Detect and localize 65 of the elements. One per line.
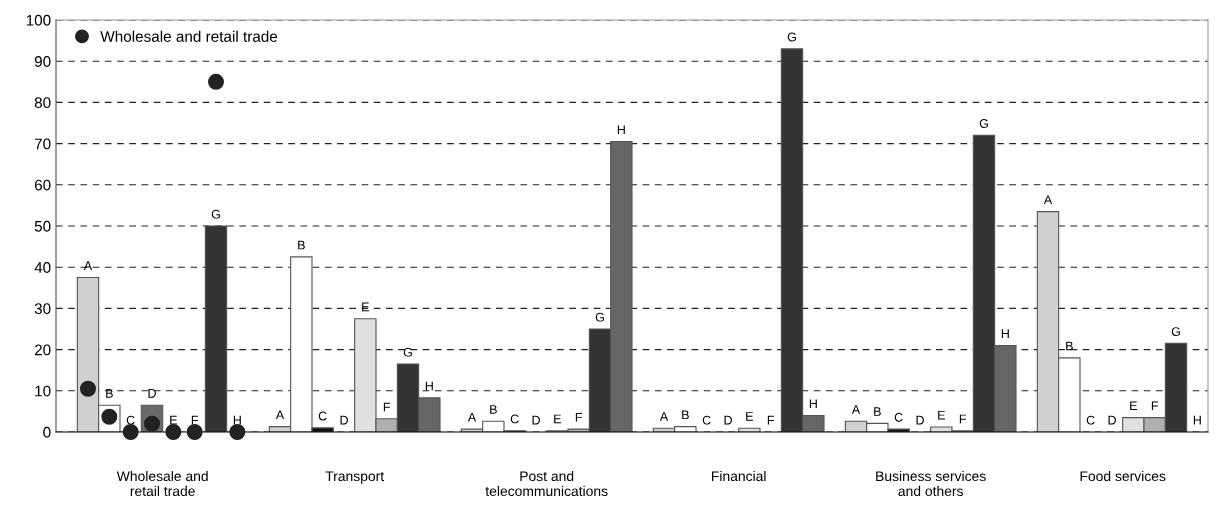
y-tick-label: 20 — [34, 344, 51, 356]
series-label: A — [275, 410, 285, 420]
series-label: H — [425, 381, 433, 391]
text: C — [894, 412, 903, 422]
y-tick-label: 100 — [26, 14, 51, 26]
text: H — [1001, 329, 1009, 338]
text: D — [340, 415, 348, 425]
y-tick-label: 70 — [34, 138, 51, 150]
text: F — [767, 415, 774, 425]
y-tick-label: 30 — [34, 303, 51, 315]
text: G — [211, 209, 220, 219]
series-label: C — [318, 411, 327, 421]
y-tick-label: 10 — [35, 385, 51, 397]
text: H — [809, 399, 817, 408]
x-tick-label: Transport — [325, 471, 385, 484]
text: B — [106, 389, 113, 398]
series-label: G — [403, 347, 412, 357]
text: A — [467, 412, 477, 422]
text: C — [702, 415, 711, 425]
text: H — [233, 415, 241, 425]
x-tick-label: Post and telecommunications — [485, 470, 608, 497]
text: F — [1151, 401, 1158, 411]
text: D — [724, 415, 732, 425]
y-tick-label: 50 — [34, 220, 51, 232]
text: E — [938, 410, 945, 420]
text: H — [617, 125, 625, 134]
text: B — [874, 407, 881, 416]
text: B — [490, 405, 497, 414]
x-tick-label: Financial — [712, 470, 766, 482]
text: G — [787, 32, 796, 42]
series-label: D — [148, 389, 156, 398]
text: G — [979, 119, 988, 128]
x-tick-label: Business services and others — [876, 470, 986, 497]
y-tick-label: 40 — [34, 262, 51, 273]
text: F — [575, 412, 582, 422]
text: E — [746, 412, 753, 421]
text: H — [1193, 415, 1201, 425]
text: G — [595, 312, 604, 322]
text: A — [659, 412, 669, 421]
text: D — [916, 415, 924, 425]
y-tick-label: 0 — [43, 426, 51, 438]
x-tick-label: Food services — [1080, 470, 1166, 482]
text: E — [170, 415, 177, 425]
legend-label: Wholesale and retail trade — [100, 30, 278, 42]
y-tick-label: 90 — [34, 56, 51, 67]
series-label: E — [554, 414, 561, 424]
y-tick-label: 60 — [34, 179, 51, 191]
text: E — [1130, 401, 1137, 411]
series-label: B — [682, 410, 689, 420]
text: A — [1043, 195, 1053, 205]
text: F — [383, 402, 390, 412]
text: B — [1066, 341, 1073, 351]
series-label: F — [959, 414, 966, 424]
y-tick-label: 80 — [34, 97, 51, 109]
text: A — [851, 405, 861, 414]
text: F — [191, 415, 198, 425]
text: D — [1108, 415, 1116, 425]
text: C — [510, 414, 519, 424]
text: C — [126, 415, 135, 425]
x-tick-label: Wholesale and retail trade — [116, 470, 208, 497]
text: D — [532, 415, 540, 425]
text: C — [1086, 415, 1095, 425]
text: B — [298, 240, 305, 250]
text: A — [83, 261, 93, 270]
text: G — [1171, 327, 1180, 337]
